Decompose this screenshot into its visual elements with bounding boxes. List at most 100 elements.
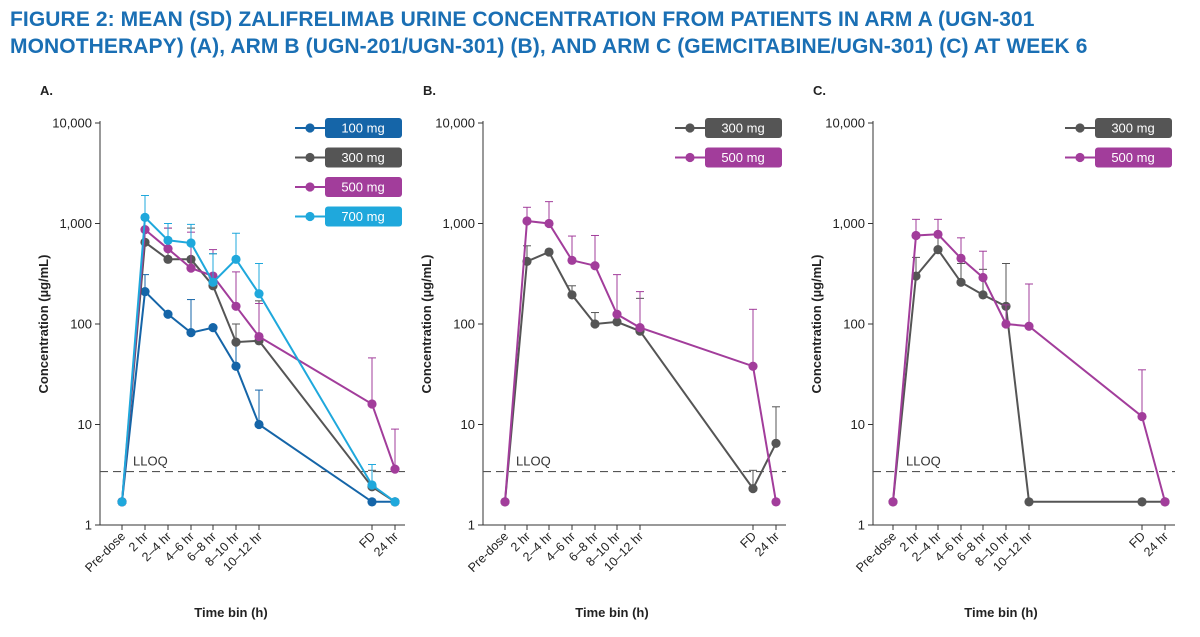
series-300-mg xyxy=(500,245,781,507)
data-point xyxy=(367,480,377,490)
legend-swatch xyxy=(705,147,782,168)
data-point xyxy=(1001,319,1011,329)
data-point xyxy=(748,484,758,494)
data-point xyxy=(612,309,622,319)
legend-swatch xyxy=(325,177,402,197)
legend-marker xyxy=(1075,152,1085,163)
data-point xyxy=(978,290,988,300)
legend-label: 500 mg xyxy=(721,150,764,165)
data-point xyxy=(163,254,173,264)
data-point xyxy=(163,235,173,245)
data-point xyxy=(140,212,150,222)
data-point xyxy=(390,497,400,507)
y-tick-label: 10 xyxy=(78,417,92,432)
y-axis-label: Concentration (µg/mL) xyxy=(419,255,434,394)
lloq-label: LLOQ xyxy=(906,454,941,469)
data-point xyxy=(888,497,898,507)
x-tick-label: 24 hr xyxy=(752,529,782,559)
data-point xyxy=(186,328,196,338)
data-point xyxy=(933,229,943,239)
data-point xyxy=(1160,497,1170,507)
y-tick-label: 1,000 xyxy=(832,216,865,231)
data-point xyxy=(544,218,554,229)
data-point xyxy=(500,497,510,507)
legend-marker xyxy=(305,123,315,133)
data-point xyxy=(231,301,241,311)
data-point xyxy=(1137,497,1147,507)
y-tick-label: 10 xyxy=(851,417,865,432)
legend-marker xyxy=(305,211,315,222)
x-axis-label: Time bin (h) xyxy=(575,605,648,620)
legend-swatch xyxy=(325,118,402,138)
y-tick-label: 100 xyxy=(70,317,92,332)
legend-swatch xyxy=(325,206,402,227)
series-700-mg xyxy=(117,194,400,507)
data-point xyxy=(231,337,241,347)
y-tick-label: 100 xyxy=(453,317,475,332)
data-point xyxy=(254,419,264,430)
y-tick-label: 100 xyxy=(843,317,865,332)
y-tick-label: 10,000 xyxy=(825,116,865,131)
legend-swatch xyxy=(325,147,402,168)
data-point xyxy=(231,254,241,264)
figure-title: FIGURE 2: MEAN (SD) ZALIFRELIMAB URINE C… xyxy=(10,6,1195,60)
data-point xyxy=(254,289,264,299)
y-axis-label: Concentration (µg/mL) xyxy=(809,255,824,394)
legend-marker xyxy=(1075,123,1085,133)
legend-swatch xyxy=(1095,147,1172,168)
x-tick-label: Pre-dose xyxy=(465,529,511,575)
legend-label: 700 mg xyxy=(341,209,384,224)
data-point xyxy=(635,323,645,333)
y-tick-label: 10 xyxy=(461,417,475,432)
data-point xyxy=(367,399,377,409)
data-point xyxy=(612,317,622,327)
figure-title-line-2: MONOTHERAPY) (A), ARM B (UGN-201/UGN-301… xyxy=(10,35,1088,58)
data-point xyxy=(748,361,758,371)
panel-letter: A. xyxy=(40,83,53,98)
y-tick-label: 10,000 xyxy=(52,116,92,131)
y-axis-label: Concentration (µg/mL) xyxy=(36,255,51,394)
panel-letter: B. xyxy=(423,83,436,98)
lloq-label: LLOQ xyxy=(516,454,551,469)
series-500-mg xyxy=(888,218,1170,507)
data-point xyxy=(208,277,218,287)
y-tick-label: 1 xyxy=(468,518,475,533)
y-tick-label: 1 xyxy=(85,518,92,533)
data-point xyxy=(978,272,988,283)
legend-marker xyxy=(685,152,695,163)
legend-marker xyxy=(305,182,315,192)
panel-letter: C. xyxy=(813,83,826,98)
x-tick-label: Pre-dose xyxy=(853,529,899,575)
data-point xyxy=(544,247,554,257)
data-point xyxy=(231,361,241,371)
data-point xyxy=(163,309,173,319)
data-point xyxy=(956,277,966,287)
lloq-label: LLOQ xyxy=(133,454,168,469)
data-point xyxy=(771,497,781,507)
data-point xyxy=(522,216,532,226)
figure-title-line-1: FIGURE 2: MEAN (SD) ZALIFRELIMAB URINE C… xyxy=(10,8,1035,31)
data-point xyxy=(390,464,400,474)
x-tick-label: Pre-dose xyxy=(82,529,128,575)
y-tick-label: 1,000 xyxy=(59,216,92,231)
data-point xyxy=(186,263,196,273)
y-tick-label: 1,000 xyxy=(442,216,475,231)
legend-label: 300 mg xyxy=(721,121,764,136)
legend-marker xyxy=(685,123,695,133)
x-axis-label: Time bin (h) xyxy=(964,605,1037,620)
data-point xyxy=(117,497,127,507)
data-point xyxy=(567,255,577,265)
data-point xyxy=(956,253,966,263)
data-point xyxy=(254,331,264,342)
data-point xyxy=(367,497,377,507)
legend-marker xyxy=(305,152,315,163)
y-tick-label: 1 xyxy=(858,518,865,533)
data-point xyxy=(140,287,150,297)
legend-swatch xyxy=(1095,118,1172,138)
data-point xyxy=(186,238,196,248)
data-point xyxy=(163,244,173,254)
data-point xyxy=(208,323,218,333)
data-point xyxy=(590,319,600,329)
